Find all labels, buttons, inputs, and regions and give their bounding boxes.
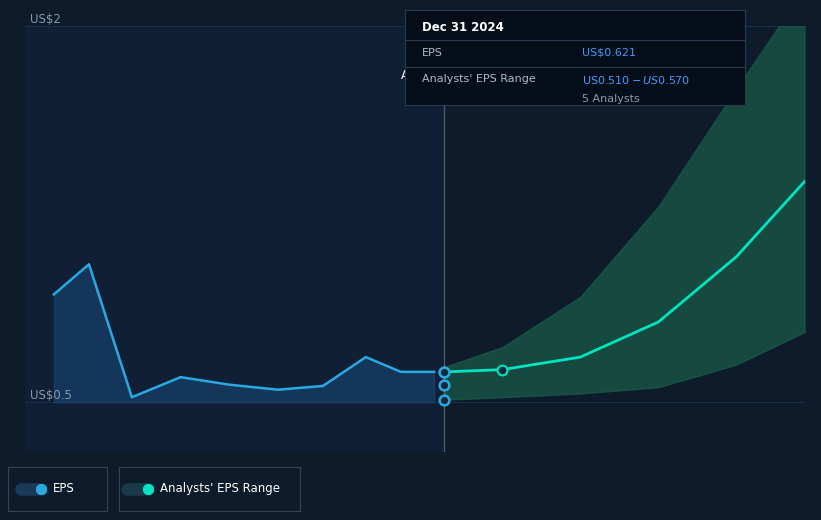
FancyBboxPatch shape (119, 467, 300, 511)
Text: EPS: EPS (422, 48, 443, 58)
Text: US$0.510 - US$0.570: US$0.510 - US$0.570 (582, 74, 690, 86)
Text: Analysts' EPS Range: Analysts' EPS Range (160, 483, 280, 495)
Text: 2026: 2026 (623, 466, 654, 479)
Bar (25, 26, 444, 452)
Text: 5 Analysts: 5 Analysts (582, 94, 640, 103)
Text: Actual: Actual (401, 69, 438, 82)
Text: 2025: 2025 (428, 466, 460, 479)
FancyBboxPatch shape (8, 467, 107, 511)
Text: US$2: US$2 (30, 13, 62, 26)
Text: Analysts' EPS Range: Analysts' EPS Range (422, 74, 536, 84)
Text: 2024: 2024 (233, 466, 264, 479)
Text: US$0.5: US$0.5 (30, 389, 72, 402)
Text: US$0.621: US$0.621 (582, 48, 635, 58)
Text: EPS: EPS (53, 483, 75, 495)
Text: Analysts Forecasts: Analysts Forecasts (456, 69, 566, 82)
Text: Dec 31 2024: Dec 31 2024 (422, 21, 504, 34)
